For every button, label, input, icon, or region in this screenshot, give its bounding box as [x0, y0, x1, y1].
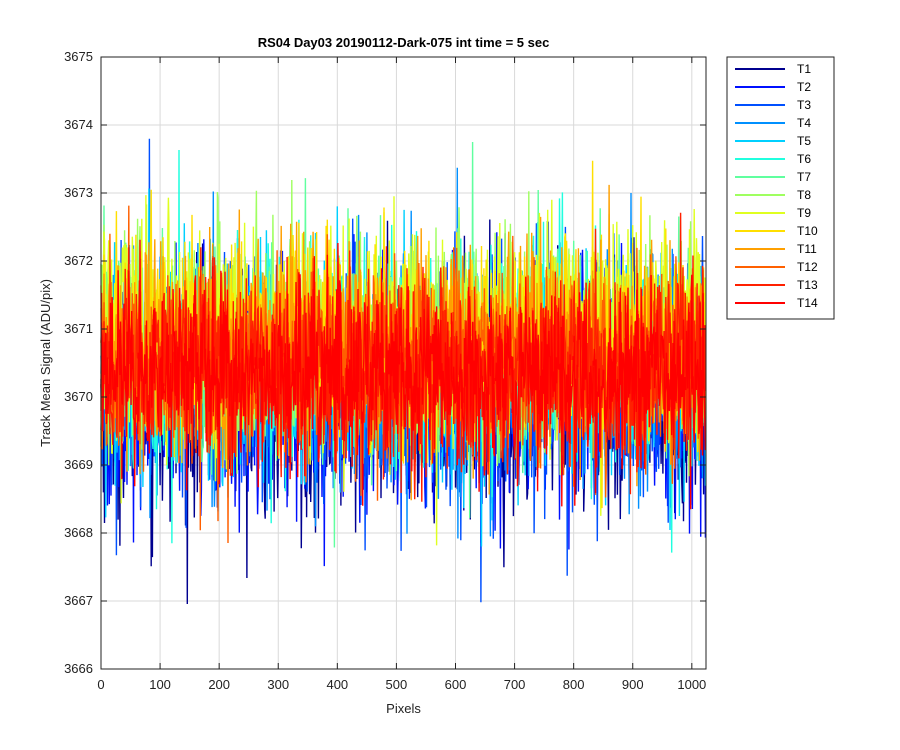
legend-label-t4: T4: [797, 116, 811, 130]
x-tick-label: 200: [208, 677, 230, 692]
y-tick-label: 3669: [64, 457, 93, 472]
x-tick-label: 0: [97, 677, 104, 692]
legend-label-t1: T1: [797, 62, 811, 76]
x-tick-label: 300: [267, 677, 289, 692]
legend-box: [726, 56, 835, 320]
x-tick-label: 900: [622, 677, 644, 692]
series-lines: [100, 138, 707, 605]
legend-label-t11: T11: [797, 242, 817, 256]
y-tick-label: 3670: [64, 389, 93, 404]
x-tick-label: 800: [563, 677, 585, 692]
legend-label-t12: T12: [797, 260, 818, 274]
legend: T1 T2 T3 T4 T5 T6 T7 T8 T9 T10 T11 T12 T13 T14: [726, 56, 835, 320]
y-tick-label: 3671: [64, 321, 93, 336]
x-tick-label: 500: [386, 677, 408, 692]
x-axis-label: Pixels: [386, 701, 421, 716]
series-line-t14: [100, 239, 707, 510]
y-tick-label: 3675: [64, 49, 93, 64]
x-axis-ticks: 0 100 200 300 400 500 600 700 800 900 1000: [97, 57, 706, 692]
y-axis-label: Track Mean Signal (ADU/pix): [38, 279, 53, 447]
legend-label-t5: T5: [797, 134, 811, 148]
y-tick-label: 3672: [64, 253, 93, 268]
legend-label-t10: T10: [797, 224, 818, 238]
x-tick-label: 400: [326, 677, 348, 692]
x-tick-label: 600: [445, 677, 467, 692]
y-tick-label: 3674: [64, 117, 93, 132]
y-tick-label: 3668: [64, 525, 93, 540]
legend-label-t9: T9: [797, 206, 811, 220]
legend-label-t3: T3: [797, 98, 811, 112]
x-tick-label: 1000: [677, 677, 706, 692]
plot-frame: [100, 56, 707, 670]
y-axis-ticks: 3666 3667 3668 3669 3670 3671 3672 3673 3674 3675: [64, 49, 706, 676]
legend-label-t8: T8: [797, 188, 811, 202]
legend-label-t7: T7: [797, 170, 811, 184]
legend-label-t13: T13: [797, 278, 818, 292]
y-tick-label: 3673: [64, 185, 93, 200]
y-tick-label: 3666: [64, 661, 93, 676]
legend-label-t6: T6: [797, 152, 811, 166]
legend-label-t2: T2: [797, 80, 811, 94]
chart-title: RS04 Day03 20190112-Dark-075 int time = …: [258, 35, 550, 50]
legend-label-t14: T14: [797, 296, 818, 310]
y-tick-label: 3667: [64, 593, 93, 608]
x-tick-label: 700: [504, 677, 526, 692]
x-tick-label: 100: [149, 677, 171, 692]
